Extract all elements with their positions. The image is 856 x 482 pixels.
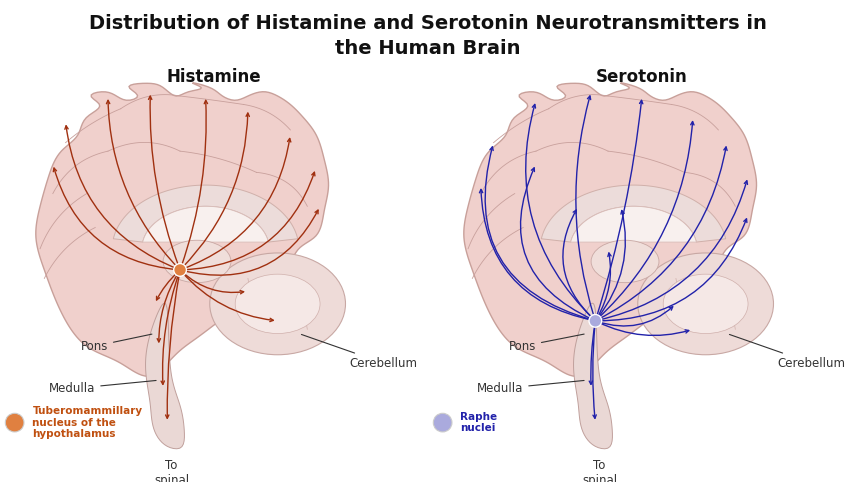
- Ellipse shape: [163, 240, 231, 282]
- Polygon shape: [464, 83, 757, 376]
- Text: To
spinal
cord: To spinal cord: [582, 459, 617, 482]
- Circle shape: [174, 264, 187, 276]
- Text: Pons: Pons: [80, 334, 152, 353]
- Polygon shape: [574, 303, 612, 449]
- Text: Tuberomammillary
nucleus of the
hypothalamus: Tuberomammillary nucleus of the hypothal…: [33, 406, 143, 439]
- Polygon shape: [571, 206, 697, 242]
- Text: Distribution of Histamine and Serotonin Neurotransmitters in
the Human Brain: Distribution of Histamine and Serotonin …: [89, 14, 767, 58]
- Polygon shape: [143, 206, 269, 242]
- Polygon shape: [36, 83, 329, 376]
- Text: Medulla: Medulla: [477, 380, 584, 395]
- Ellipse shape: [638, 253, 774, 355]
- Ellipse shape: [591, 240, 659, 282]
- Circle shape: [5, 413, 24, 432]
- Text: Serotonin: Serotonin: [596, 68, 688, 86]
- Ellipse shape: [235, 274, 320, 334]
- Circle shape: [433, 413, 452, 432]
- Text: To
spinal
cord: To spinal cord: [154, 459, 189, 482]
- Text: Cerebellum: Cerebellum: [729, 335, 846, 370]
- Circle shape: [589, 314, 602, 327]
- Ellipse shape: [663, 274, 748, 334]
- Text: Raphe
nuclei: Raphe nuclei: [461, 412, 497, 433]
- Polygon shape: [113, 185, 298, 242]
- Ellipse shape: [210, 253, 346, 355]
- Text: Histamine: Histamine: [167, 68, 261, 86]
- Text: Medulla: Medulla: [49, 380, 156, 395]
- Polygon shape: [146, 303, 184, 449]
- Text: Cerebellum: Cerebellum: [301, 335, 418, 370]
- Text: Pons: Pons: [508, 334, 584, 353]
- Polygon shape: [541, 185, 726, 242]
